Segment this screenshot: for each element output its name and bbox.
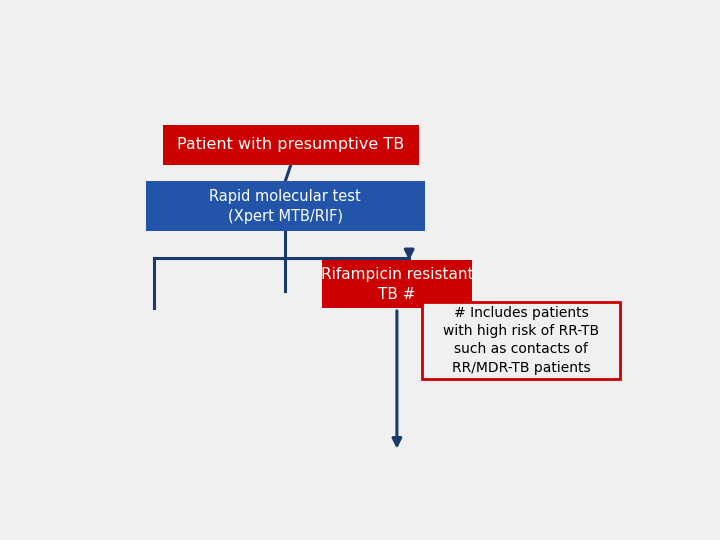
FancyBboxPatch shape — [322, 260, 472, 308]
FancyBboxPatch shape — [163, 125, 419, 165]
Text: Rapid molecular test
(Xpert MTB/RIF): Rapid molecular test (Xpert MTB/RIF) — [210, 189, 361, 224]
Text: Patient with presumptive TB: Patient with presumptive TB — [177, 137, 405, 152]
Text: Rifampicin resistant
TB #: Rifampicin resistant TB # — [320, 267, 473, 301]
Text: # Includes patients
with high risk of RR-TB
such as contacts of
RR/MDR-TB patien: # Includes patients with high risk of RR… — [443, 306, 599, 375]
FancyBboxPatch shape — [422, 302, 620, 379]
FancyBboxPatch shape — [145, 181, 425, 231]
